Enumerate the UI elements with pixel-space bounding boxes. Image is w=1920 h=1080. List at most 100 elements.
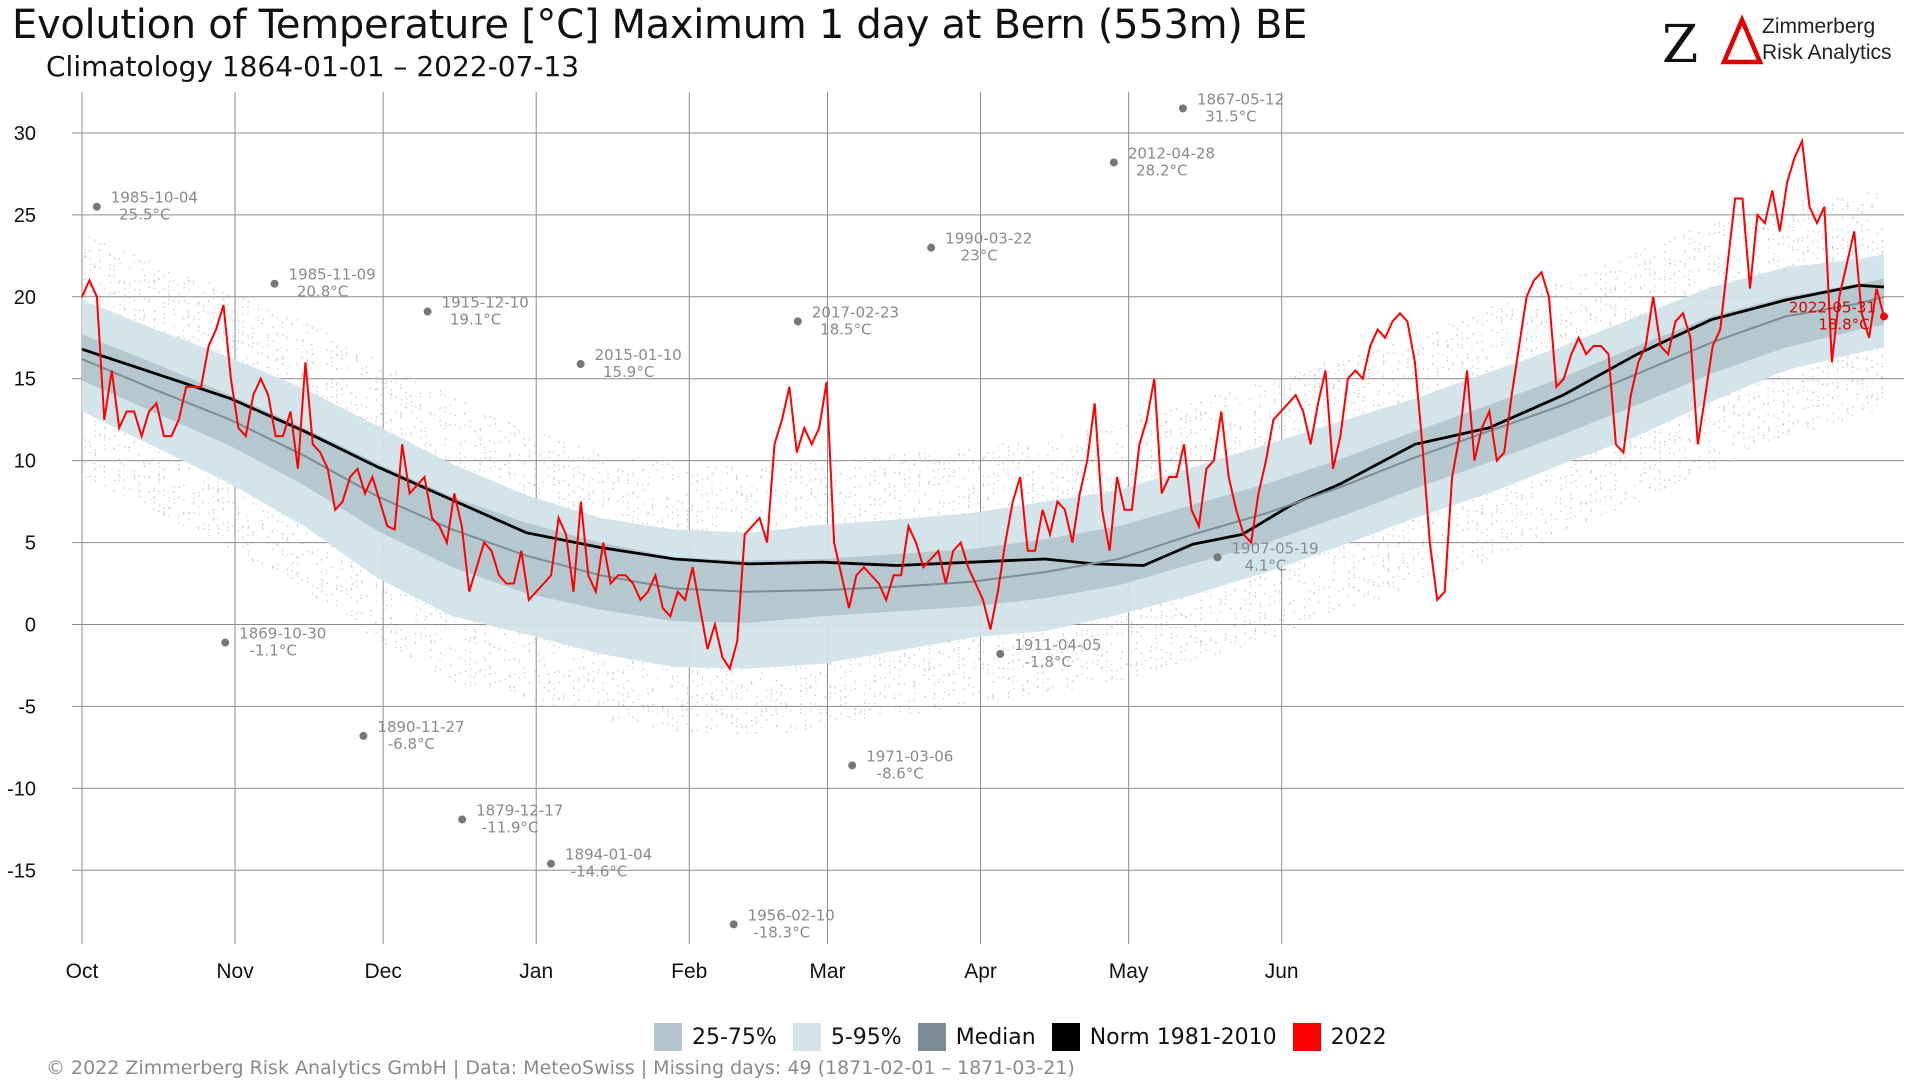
record-date: 1956-02-10 <box>748 906 835 924</box>
record-point <box>848 761 857 770</box>
logo-mark-icon: Z <box>1662 14 1764 72</box>
record-value: -14.6°C <box>571 863 628 881</box>
legend-item-5-95: 5-95% <box>792 1023 902 1051</box>
record-date: 1869-10-30 <box>239 625 326 643</box>
median-line <box>81 295 1885 593</box>
record-value: 15.9°C <box>603 363 654 381</box>
record-date: 1867-05-12 <box>1197 90 1284 108</box>
record-point <box>1178 104 1187 113</box>
record-date: 1911-04-05 <box>1014 636 1101 654</box>
legend-item-median: Median <box>917 1023 1036 1051</box>
record-date: 2017-02-23 <box>812 303 899 321</box>
footer: © 2022 Zimmerberg Risk Analytics GmbH | … <box>46 1057 1075 1079</box>
legend-swatch-5-95 <box>792 1023 821 1051</box>
record-point <box>92 202 101 211</box>
x-tick-label: Jan <box>519 960 553 983</box>
legend-swatch-norm <box>1051 1023 1080 1051</box>
y-tick-label: 10 <box>14 451 36 473</box>
legend-label-median: Median <box>955 1024 1036 1050</box>
logo-text: Zimmerberg Risk Analytics <box>1762 14 1892 66</box>
logo-mark: Z <box>1662 15 1698 72</box>
legend-item-iqr: 25-75% <box>654 1023 777 1051</box>
x-tick-label: Apr <box>964 960 997 983</box>
y-tick-label: 20 <box>14 287 36 309</box>
band-25-75 <box>82 278 1884 623</box>
last-2022-point <box>1880 312 1888 321</box>
record-point <box>359 731 368 740</box>
record-point <box>423 307 432 316</box>
record-date: 1890-11-27 <box>377 718 464 736</box>
line-2022 <box>81 137 1885 672</box>
record-value: 23°C <box>961 247 998 265</box>
record-date: 1907-05-19 <box>1232 539 1319 557</box>
legend-label-2022: 2022 <box>1330 1024 1387 1050</box>
record-point <box>927 243 936 252</box>
legend-swatch-iqr <box>654 1023 682 1051</box>
record-value: -8.6°C <box>877 764 924 782</box>
legend-item-2022: 2022 <box>1292 1023 1387 1051</box>
logo: Z <box>1662 14 1764 72</box>
record-date: 2015-01-10 <box>595 346 682 364</box>
record-date: 1985-11-09 <box>289 266 376 284</box>
last-2022-value: 18.8°C <box>1818 315 1869 333</box>
legend: 25-75% 5-95% Median Norm 1981-2010 2022 <box>654 1022 1387 1052</box>
x-tick-label: May <box>1109 960 1149 983</box>
x-tick-label: Oct <box>66 960 99 983</box>
y-tick-label: -5 <box>18 696 36 718</box>
record-point <box>996 649 1005 658</box>
record-date: 1894-01-04 <box>565 846 652 864</box>
record-point <box>729 920 738 929</box>
record-value: -1.8°C <box>1025 653 1072 671</box>
record-value: -11.9°C <box>482 818 539 836</box>
record-date: 1990-03-22 <box>945 230 1032 248</box>
record-point <box>576 359 585 368</box>
record-value: 19.1°C <box>450 311 501 329</box>
record-value: -18.3°C <box>753 923 810 941</box>
record-date: 1915-12-10 <box>442 294 529 312</box>
record-value: 25.5°C <box>119 206 170 224</box>
record-date: 1985-10-04 <box>111 189 198 207</box>
page-subtitle: Climatology 1864-01-01 – 2022-07-13 <box>46 50 580 83</box>
record-point <box>221 638 230 647</box>
y-tick-label: 5 <box>25 533 36 555</box>
norm-line <box>81 283 1885 567</box>
record-date: 2012-04-28 <box>1128 144 1215 162</box>
y-tick-label: -10 <box>7 778 36 800</box>
y-tick-label: 0 <box>25 615 36 637</box>
chart-axes: -15 -10 -5 0 5 10 15 20 25 30 Oct Nov Dec Jan Feb Mar Ap… <box>7 123 1299 983</box>
legend-swatch-median <box>917 1023 946 1051</box>
x-tick-label: Feb <box>671 960 707 983</box>
page-title: Evolution of Temperature [°C] Maximum 1 … <box>12 2 1308 48</box>
record-value: -1.1°C <box>250 642 297 660</box>
last-2022-date: 2022-05-31 <box>1789 298 1876 316</box>
logo-line1: Zimmerberg <box>1762 15 1876 38</box>
record-value: 20.8°C <box>297 283 348 301</box>
legend-label-5-95: 5-95% <box>830 1024 902 1050</box>
y-tick-label: 25 <box>14 205 36 227</box>
record-point <box>1213 553 1222 562</box>
record-value: 28.2°C <box>1136 161 1187 179</box>
y-tick-label: -15 <box>7 860 36 882</box>
record-value: 18.5°C <box>820 320 871 338</box>
record-date: 1879-12-17 <box>476 801 563 819</box>
chart-bands <box>82 254 1884 669</box>
record-point <box>458 815 467 824</box>
record-value: 4.1°C <box>1245 556 1287 574</box>
x-tick-label: Jun <box>1265 960 1299 983</box>
x-tick-label: Dec <box>364 960 401 983</box>
legend-label-iqr: 25-75% <box>692 1024 777 1050</box>
record-point <box>1109 158 1118 167</box>
x-tick-label: Nov <box>216 960 254 983</box>
x-tick-label: Mar <box>809 960 845 983</box>
y-tick-label: 30 <box>14 123 36 145</box>
legend-label-norm: Norm 1981-2010 <box>1089 1024 1277 1050</box>
record-value: -6.8°C <box>388 735 435 753</box>
record-date: 1971-03-06 <box>866 747 953 765</box>
y-tick-label: 15 <box>14 369 36 391</box>
record-point <box>547 859 556 868</box>
record-point <box>793 317 802 326</box>
logo-line2: Risk Analytics <box>1762 41 1892 64</box>
legend-item-norm: Norm 1981-2010 <box>1051 1023 1277 1051</box>
